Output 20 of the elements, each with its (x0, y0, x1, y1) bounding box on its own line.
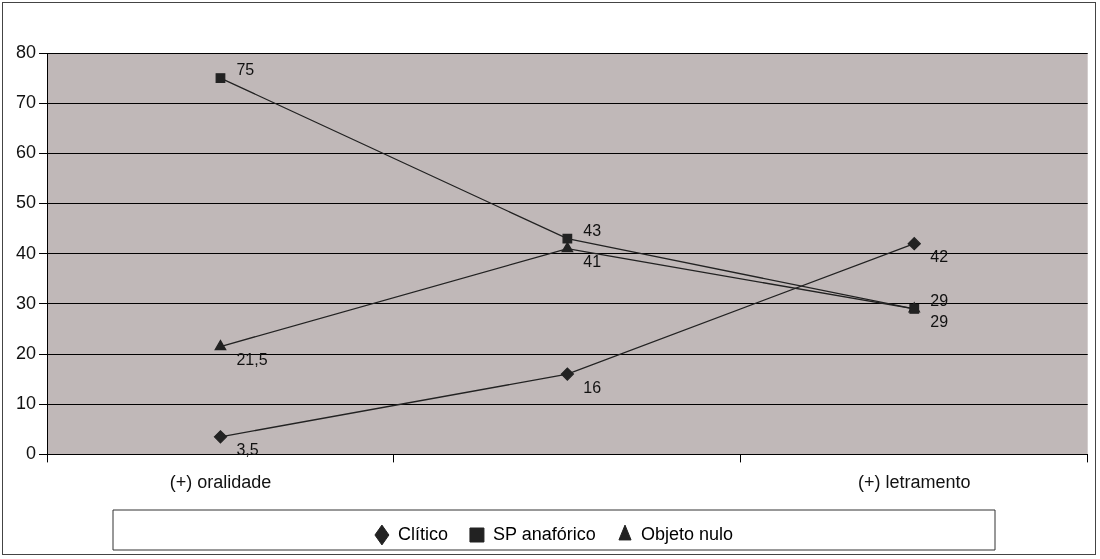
data-label: 29 (930, 313, 949, 331)
data-label: 41 (583, 253, 602, 271)
y-tick-label: 10 (15, 393, 37, 414)
data-label: 75 (236, 61, 255, 79)
x-tick-label: (+) oralidade (169, 472, 272, 493)
data-label: 21,5 (236, 350, 268, 368)
legend-label: Clítico (397, 523, 448, 544)
legend-label: SP anafórico (492, 523, 596, 544)
y-tick-label: 40 (15, 242, 37, 263)
y-tick-label: 80 (15, 41, 37, 62)
y-tick-label: 20 (15, 343, 37, 364)
data-label: 43 (583, 222, 602, 240)
y-tick-label: 60 (15, 142, 37, 163)
y-tick-label: 50 (15, 192, 37, 213)
y-tick-label: 70 (15, 92, 37, 113)
x-tick-label: (+) letramento (857, 472, 971, 493)
data-label: 16 (583, 378, 602, 396)
y-tick-label: 30 (15, 292, 37, 313)
legend-label: Objeto nulo (641, 523, 734, 544)
y-tick-label: 0 (26, 443, 37, 464)
